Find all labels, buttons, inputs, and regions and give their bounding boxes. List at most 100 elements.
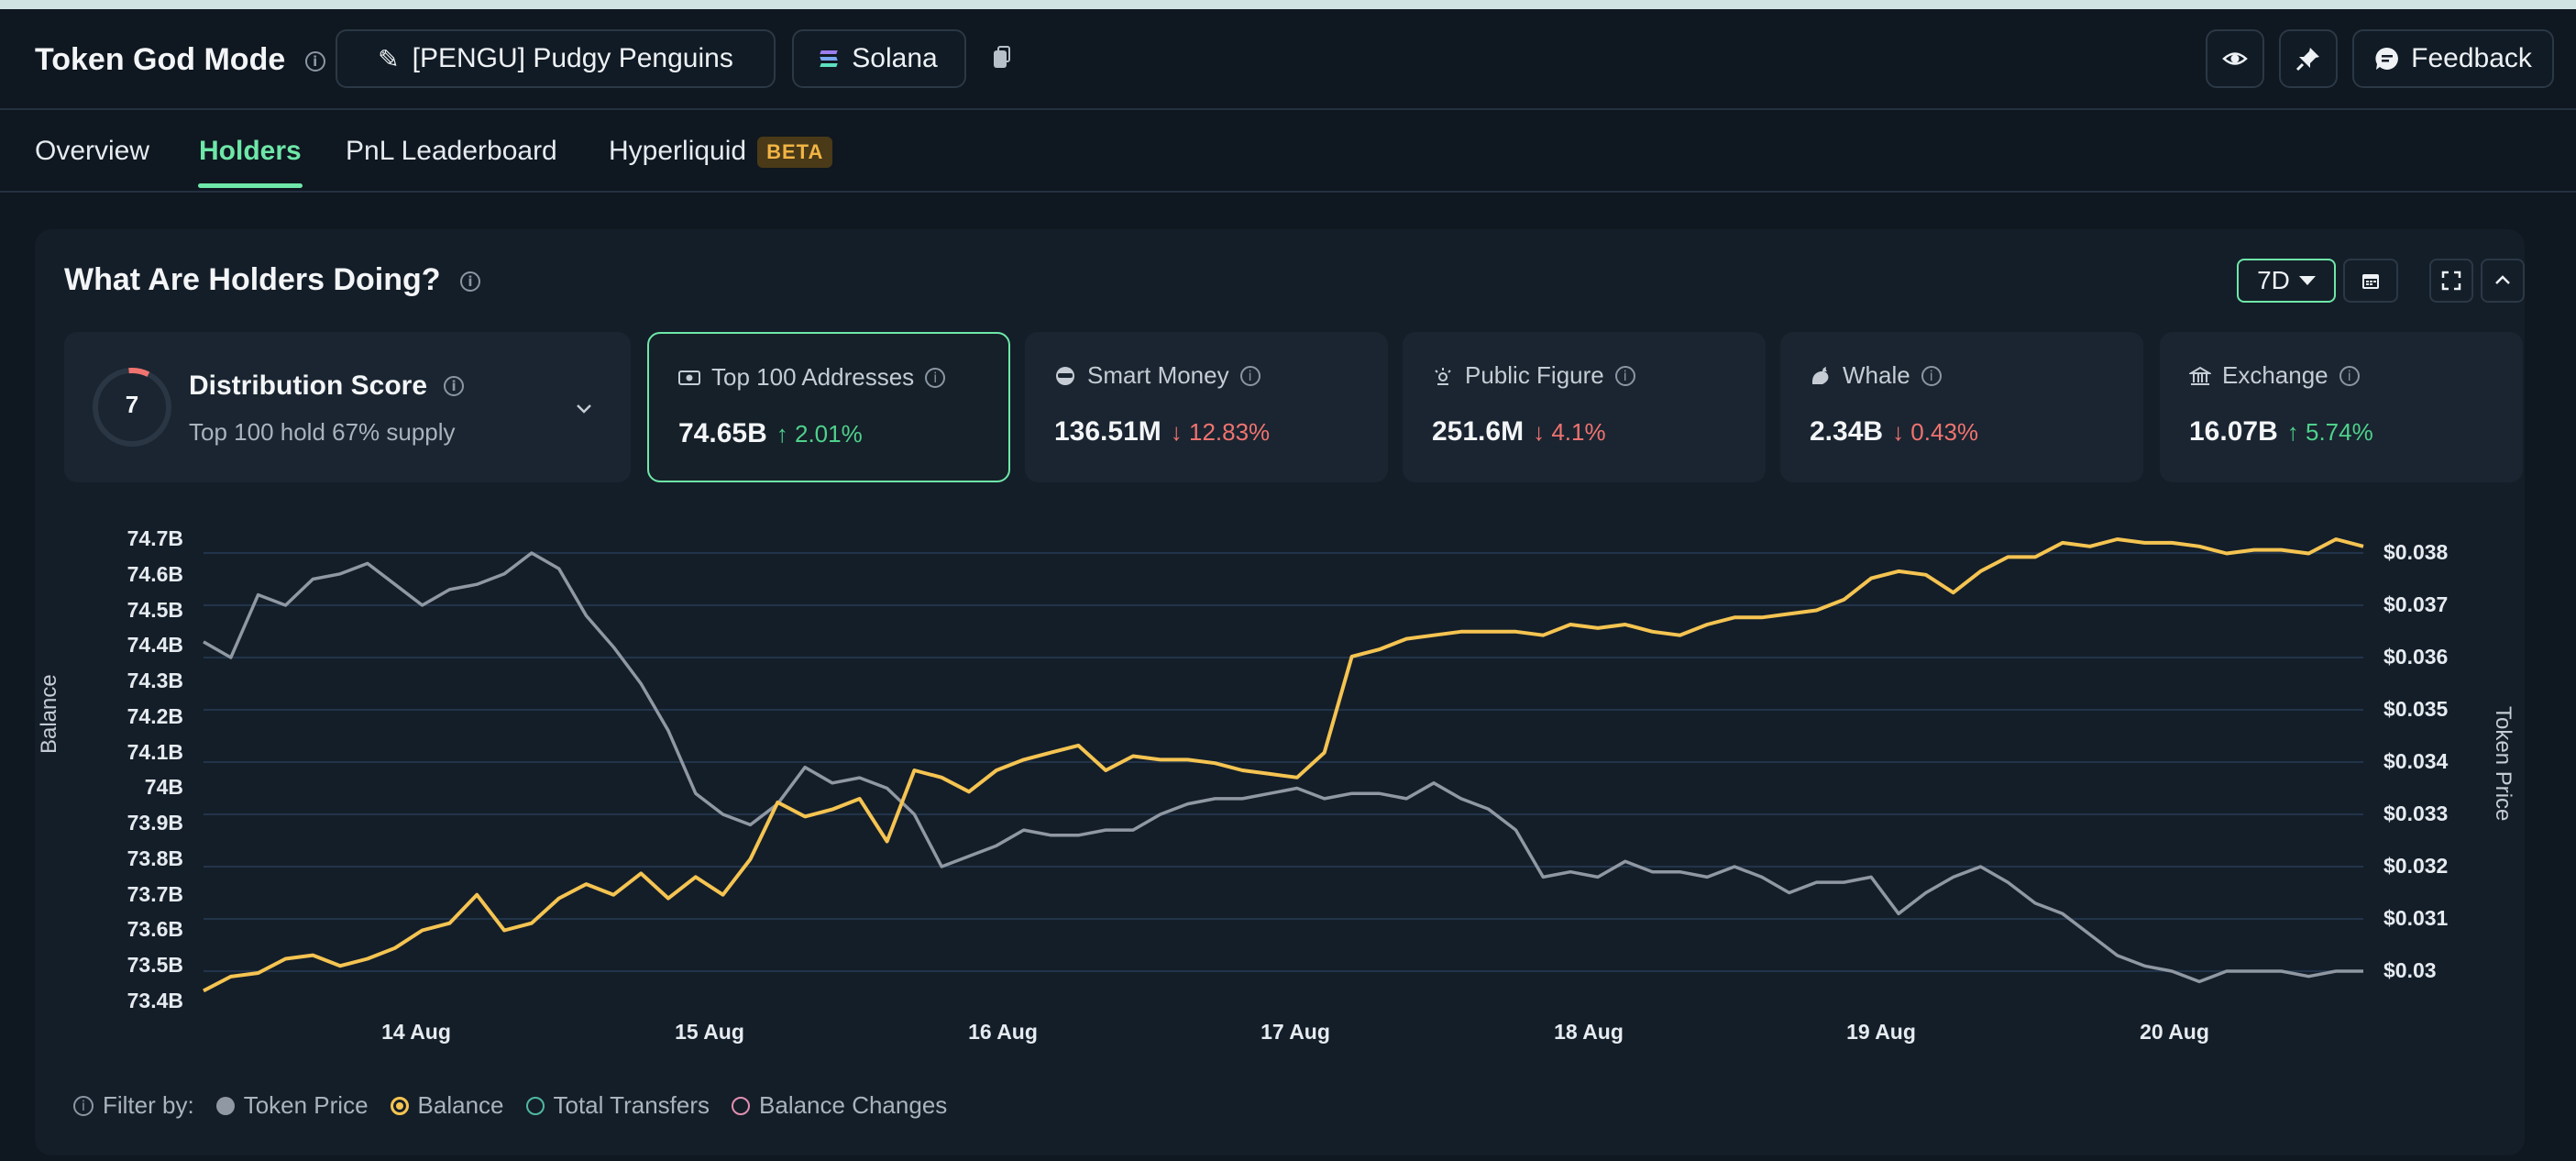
y-tick-label: 73.8B (127, 846, 183, 870)
y-tick-label: 73.7B (127, 881, 183, 906)
y2-tick-label: $0.031 (2383, 906, 2449, 930)
collapse-button[interactable] (2481, 259, 2525, 303)
distribution-title: Distribution Score (189, 370, 465, 402)
card-whale[interactable]: Whale 2.34B ↓ 0.43% (1780, 332, 2143, 482)
range-selector[interactable]: 7D (2237, 259, 2336, 303)
card-value: 136.51M (1054, 416, 1161, 447)
change-down: ↓ 0.43% (1892, 418, 1979, 446)
filter-info-icon[interactable] (73, 1095, 94, 1116)
tab-overview-label: Overview (35, 136, 150, 166)
card-label: Smart Money (1087, 361, 1229, 389)
distribution-score-card[interactable]: 7 Distribution Score Top 100 hold 67% su… (64, 332, 631, 482)
x-tick-label: 14 Aug (381, 1020, 451, 1044)
spotlight-icon (1435, 367, 1451, 385)
watch-button[interactable] (2206, 29, 2264, 88)
panel-title: What Are Holders Doing? (64, 262, 480, 298)
card-value-row: 136.51M ↓ 12.83% (1054, 416, 1270, 448)
tab-pnl-leaderboard[interactable]: PnL Leaderboard (346, 136, 557, 167)
y-tick-label: 73.6B (127, 917, 183, 942)
feedback-button[interactable]: Feedback (2352, 29, 2554, 88)
tab-overview[interactable]: Overview (35, 136, 149, 167)
active-tab-indicator (198, 183, 303, 188)
x-tick-label: 20 Aug (2140, 1020, 2209, 1044)
tab-holders-label: Holders (199, 136, 302, 166)
title-info-icon[interactable] (304, 51, 325, 72)
card-public-figure[interactable]: Public Figure 251.6M ↓ 4.1% (1403, 332, 1766, 482)
app-title: Token God Mode (35, 42, 325, 78)
balance-changes-dot-icon (732, 1096, 751, 1115)
card-exchange[interactable]: Exchange 16.07B ↑ 5.74% (2160, 332, 2523, 482)
tab-hyperliquid-label: Hyperliquid (609, 136, 747, 166)
change-value: 4.1% (1551, 418, 1606, 446)
card-value: 16.07B (2189, 416, 2278, 447)
legend-item-balance-changes[interactable]: Balance Changes (732, 1091, 947, 1120)
distribution-label: Distribution Score (189, 370, 428, 401)
token-selector-label: [PENGU] Pudgy Penguins (412, 43, 733, 73)
card-label-row: Whale (1810, 361, 1942, 390)
chevron-down-icon[interactable] (572, 396, 596, 420)
panel-title-text: What Are Holders Doing? (64, 262, 441, 297)
legend-item-balance[interactable]: Balance (390, 1091, 504, 1120)
chat-bubble-icon (2375, 47, 2399, 70)
card-info-icon[interactable] (1921, 365, 1942, 386)
y-tick-label: 74.3B (127, 669, 183, 693)
tab-holders[interactable]: Holders (199, 136, 302, 167)
card-label: Top 100 Addresses (711, 363, 915, 391)
card-value: 2.34B (1810, 416, 1884, 447)
transfers-dot-icon (525, 1096, 545, 1115)
y2-tick-label: $0.037 (2383, 592, 2449, 616)
y-axis-title: Balance (37, 674, 61, 754)
calendar-button[interactable] (2343, 259, 2398, 303)
legend-label: Balance Changes (759, 1091, 948, 1119)
card-smart-money[interactable]: Smart Money 136.51M ↓ 12.83% (1025, 332, 1388, 482)
expand-icon (2441, 271, 2461, 291)
token-selector-button[interactable]: ✎ [PENGU] Pudgy Penguins (336, 29, 776, 88)
card-label: Public Figure (1465, 361, 1604, 389)
card-info-icon[interactable] (1614, 365, 1635, 386)
card-info-icon[interactable] (1239, 365, 1260, 386)
card-value: 251.6M (1432, 416, 1525, 447)
browser-top-strip (0, 0, 2576, 9)
change-up: ↑ 2.01% (776, 420, 863, 448)
pin-button[interactable] (2279, 29, 2338, 88)
change-value: 12.83% (1188, 418, 1271, 446)
tab-bar: Overview Holders PnL Leaderboard Hyperli… (0, 112, 2576, 193)
y2-tick-label: $0.036 (2383, 645, 2449, 669)
change-down: ↓ 4.1% (1533, 418, 1606, 446)
y2-tick-label: $0.032 (2383, 854, 2449, 878)
pencil-icon: ✎ (378, 44, 400, 73)
card-label-row: Public Figure (1432, 361, 1635, 390)
y-tick-label: 74B (144, 775, 183, 800)
change-value: 5.74% (2305, 418, 2373, 446)
y-tick-label: 74.1B (127, 739, 183, 764)
pin-icon (2295, 48, 2319, 72)
chevron-up-icon (2495, 275, 2510, 284)
cash-icon (678, 370, 700, 385)
card-top-100-addresses[interactable]: Top 100 Addresses 74.65B ↑ 2.01% (647, 332, 1010, 482)
legend-label: Token Price (243, 1091, 369, 1119)
distribution-subtitle: Top 100 hold 67% supply (189, 418, 456, 446)
tab-hyperliquid[interactable]: Hyperliquid BETA (609, 136, 833, 169)
card-info-icon[interactable] (2339, 365, 2360, 386)
x-tick-label: 15 Aug (675, 1020, 744, 1044)
distribution-info-icon[interactable] (444, 376, 465, 396)
y2-tick-label: $0.035 (2383, 697, 2449, 721)
card-label: Exchange (2222, 361, 2328, 389)
card-value-row: 74.65B ↑ 2.01% (678, 418, 863, 449)
chain-selector-button[interactable]: Solana (792, 29, 966, 88)
copy-icon[interactable] (994, 46, 1010, 68)
tab-pnl-label: PnL Leaderboard (346, 136, 557, 166)
x-tick-label: 16 Aug (968, 1020, 1038, 1044)
legend-label: Balance (417, 1091, 504, 1119)
card-info-icon[interactable] (925, 367, 946, 388)
card-value: 74.65B (678, 418, 767, 448)
fullscreen-button[interactable] (2429, 259, 2473, 303)
panel-info-icon[interactable] (459, 271, 480, 293)
y2-tick-label: $0.033 (2383, 802, 2449, 825)
legend-item-total-transfers[interactable]: Total Transfers (525, 1091, 710, 1120)
chain-selector-label: Solana (852, 43, 938, 73)
card-label-row: Smart Money (1054, 361, 1260, 390)
y-tick-label: 73.9B (127, 811, 183, 835)
change-up: ↑ 5.74% (2286, 418, 2373, 446)
legend-item-token-price[interactable]: Token Price (215, 1091, 369, 1120)
